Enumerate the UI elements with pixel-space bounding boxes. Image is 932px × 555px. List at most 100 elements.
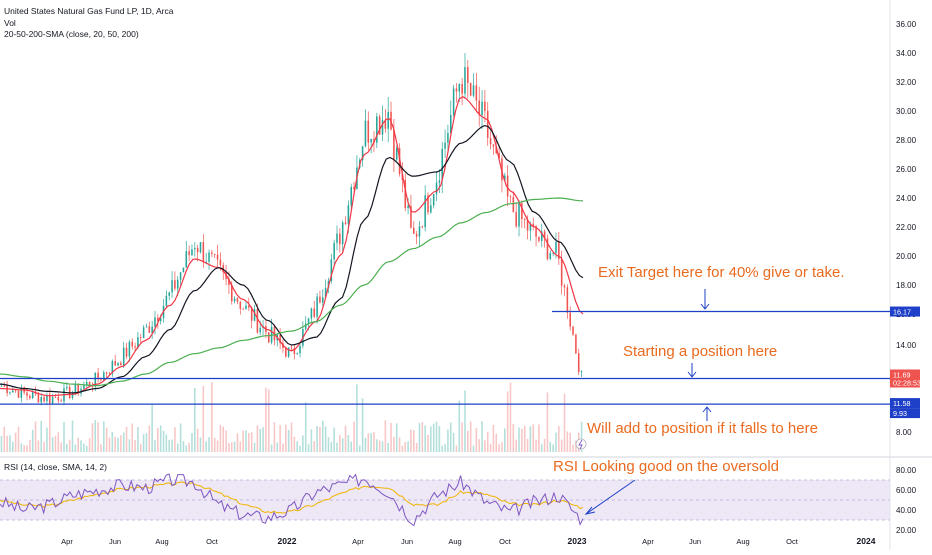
candle-body bbox=[506, 175, 509, 197]
dividend-flash-icon[interactable] bbox=[575, 438, 587, 450]
candle-body bbox=[484, 101, 486, 111]
candle-body bbox=[546, 238, 549, 260]
volume-bar bbox=[472, 445, 475, 452]
candle-body bbox=[310, 308, 313, 319]
candle-body bbox=[344, 222, 347, 224]
volume-bar bbox=[538, 424, 540, 452]
candle-body bbox=[120, 362, 122, 366]
rsi-axis-tick: 80.00 bbox=[896, 466, 917, 475]
rsi-sma-line[interactable] bbox=[0, 481, 584, 514]
add-level-price-label: 11.58 bbox=[893, 399, 910, 408]
volume-bar bbox=[219, 424, 222, 452]
volume-bar bbox=[142, 434, 145, 452]
candle-body bbox=[415, 233, 418, 237]
candle-body bbox=[245, 305, 247, 310]
volume-bar bbox=[361, 398, 364, 452]
volume-bar bbox=[427, 434, 429, 452]
volume-value-label-box bbox=[890, 408, 920, 419]
exit-target-annotation: Exit Target here for 40% give or take. bbox=[598, 264, 845, 281]
volume-bar bbox=[74, 444, 77, 452]
volume-bar bbox=[430, 426, 432, 452]
candle-body bbox=[20, 387, 23, 398]
candle-body bbox=[154, 317, 156, 327]
candle-body bbox=[478, 100, 480, 116]
volume-bar bbox=[6, 435, 8, 452]
candle-body bbox=[486, 110, 489, 139]
start-position-arrow-head bbox=[687, 371, 697, 378]
candle-body bbox=[307, 318, 310, 324]
candle-body bbox=[427, 195, 429, 213]
candle-body bbox=[176, 279, 179, 289]
candle-body bbox=[347, 205, 350, 224]
volume-bar bbox=[492, 424, 495, 452]
volume-bar bbox=[12, 441, 14, 452]
time-axis-tick: Jun bbox=[689, 537, 701, 546]
candle-body bbox=[341, 222, 344, 245]
volume-bar bbox=[521, 428, 523, 452]
volume-bar bbox=[395, 423, 398, 452]
volume-bar bbox=[253, 442, 256, 452]
volume-legend[interactable]: Vol bbox=[4, 18, 16, 28]
sma20-line[interactable] bbox=[0, 95, 584, 397]
candle-body bbox=[108, 373, 111, 375]
volume-bar bbox=[196, 428, 199, 452]
rsi-legend[interactable]: RSI (14, close, SMA, 14, 2) bbox=[4, 462, 107, 472]
volume-bar bbox=[225, 430, 227, 452]
candle-body bbox=[51, 396, 54, 404]
sma200-line[interactable] bbox=[0, 197, 584, 387]
time-axis-tick: 2022 bbox=[278, 536, 297, 546]
volume-bar bbox=[48, 387, 51, 452]
candle-body bbox=[449, 115, 452, 134]
candle-body bbox=[569, 312, 571, 327]
volume-bar bbox=[282, 443, 284, 452]
candle-body bbox=[472, 85, 475, 96]
volume-bar bbox=[504, 428, 506, 452]
volume-bar bbox=[296, 441, 298, 452]
candle-body bbox=[174, 280, 176, 289]
ma-legend[interactable]: 20-50-200-SMA (close, 20, 50, 200) bbox=[4, 29, 139, 39]
candle-body bbox=[57, 397, 60, 401]
volume-bar bbox=[259, 428, 261, 452]
volume-bar bbox=[51, 437, 54, 452]
price-axis-tick: 36.00 bbox=[896, 20, 917, 29]
volume-bar bbox=[157, 428, 159, 452]
volume-bar bbox=[46, 427, 48, 452]
volume-bar bbox=[40, 420, 43, 452]
candle-body bbox=[532, 223, 535, 227]
candle-body bbox=[509, 196, 512, 198]
time-axis-tick: Aug bbox=[448, 537, 461, 546]
candle-body bbox=[577, 353, 580, 373]
volume-bar bbox=[43, 441, 45, 452]
rsi-line[interactable] bbox=[0, 473, 584, 527]
volume-bar bbox=[384, 420, 387, 452]
volume-bar bbox=[555, 432, 557, 452]
candle-body bbox=[526, 219, 529, 231]
current-price-label: 02:28:53 bbox=[893, 378, 921, 387]
volume-bar bbox=[401, 445, 404, 452]
candle-body bbox=[171, 280, 173, 293]
add-level-price-label-box bbox=[890, 398, 920, 409]
candle-body bbox=[242, 308, 244, 310]
volume-bar bbox=[475, 427, 478, 452]
candle-body bbox=[131, 341, 134, 347]
volume-bar bbox=[151, 403, 153, 452]
candle-body bbox=[552, 253, 554, 254]
volume-bar bbox=[495, 433, 498, 452]
volume-bar bbox=[424, 425, 426, 452]
price-axis-tick: 8.00 bbox=[896, 428, 912, 437]
candle-body bbox=[3, 385, 6, 387]
sma50-line[interactable] bbox=[0, 124, 584, 394]
candle-body bbox=[6, 385, 8, 394]
price-axis-tick: 14.00 bbox=[896, 341, 917, 350]
candle-body bbox=[575, 334, 577, 354]
price-axis-tick: 18.00 bbox=[896, 281, 917, 290]
candle-body bbox=[248, 305, 250, 308]
candle-body bbox=[85, 381, 88, 386]
candle-body bbox=[253, 308, 256, 321]
volume-bar bbox=[358, 445, 361, 452]
symbol-legend[interactable]: United States Natural Gas Fund LP, 1D, A… bbox=[4, 6, 174, 16]
candle-body bbox=[185, 251, 188, 268]
volume-bar bbox=[111, 432, 114, 452]
candle-body bbox=[205, 261, 207, 263]
